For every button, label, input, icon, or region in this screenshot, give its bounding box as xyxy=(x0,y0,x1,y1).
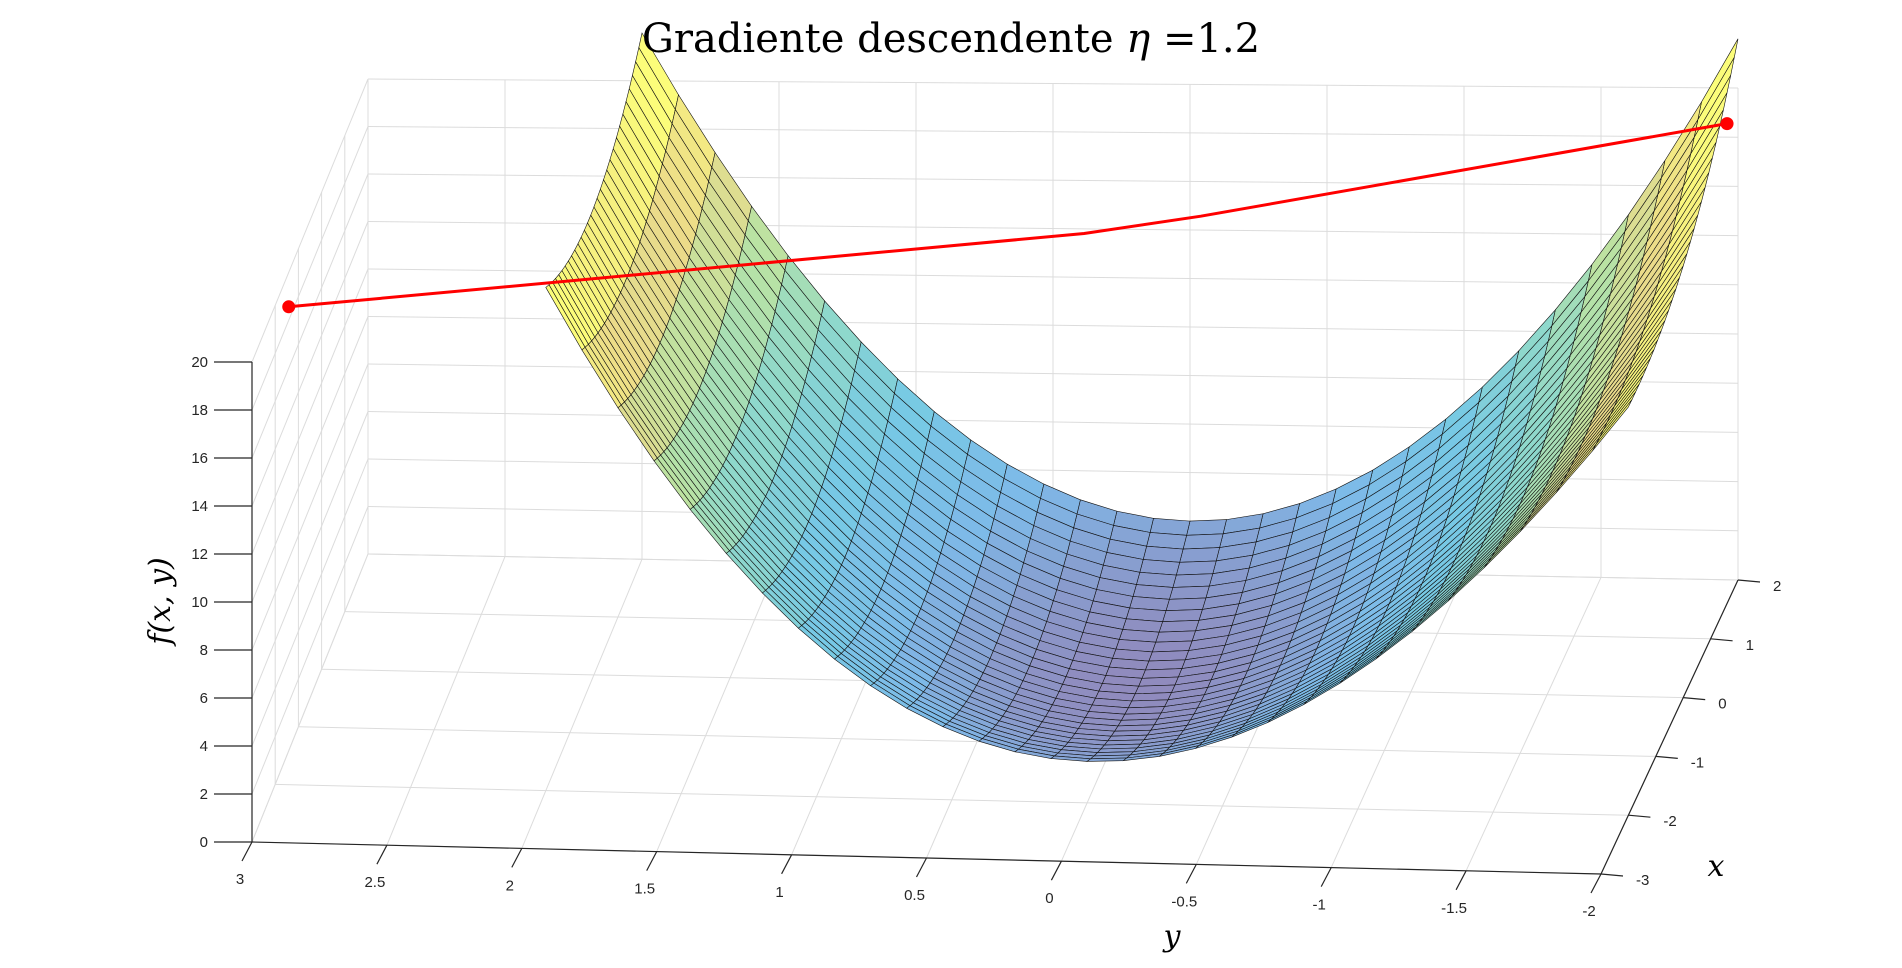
surface-patch xyxy=(1148,650,1190,662)
grid-floor-y xyxy=(656,561,780,852)
z-tick-label: 12 xyxy=(191,546,208,563)
grid-side-z xyxy=(251,126,369,411)
surface-layer xyxy=(545,32,1739,762)
x-axis-tick xyxy=(1655,755,1678,759)
z-axis-label: f(x, y) xyxy=(143,557,178,646)
y-axis-tick xyxy=(1050,860,1062,881)
x-axis-line xyxy=(1600,579,1739,875)
grid-floor-x xyxy=(275,783,1629,816)
grid-side-z xyxy=(251,458,369,747)
y-tick-label: 3 xyxy=(236,871,244,888)
y-tick-label: -2 xyxy=(1582,903,1595,920)
grid-side-z xyxy=(251,363,369,651)
x-tick-label: -1 xyxy=(1691,754,1704,771)
surface-patch xyxy=(1168,585,1210,600)
surface-patch xyxy=(1155,630,1196,643)
x-tick-label: 0 xyxy=(1718,696,1726,713)
y-axis-tick xyxy=(511,848,523,868)
tick-label-layer: 3 2.5 2 1.5 1 0.5 0 -0.5 -1 -1.5 -2210-1-2-3024681… xyxy=(191,354,1781,920)
grid-floor-y xyxy=(1330,574,1465,868)
x-axis-tick xyxy=(1737,579,1761,583)
z-tick-label: 0 xyxy=(200,834,208,851)
y-axis-tick xyxy=(1320,867,1332,887)
grid-side-z xyxy=(251,411,369,699)
grid-side-z xyxy=(251,78,369,363)
z-tick-label: 8 xyxy=(200,642,208,659)
surface-patch xyxy=(1158,619,1200,633)
grid-floor-y xyxy=(251,553,369,843)
surface-patch xyxy=(1144,659,1186,671)
y-axis-tick xyxy=(646,851,658,871)
grid-side-z xyxy=(251,268,369,555)
surface-patch xyxy=(1182,533,1224,550)
x-tick-label: 2 xyxy=(1773,578,1781,595)
surface-patch xyxy=(1151,640,1193,653)
y-tick-label: 0.5 xyxy=(904,887,925,904)
z-tick-label: 14 xyxy=(191,498,208,515)
surface-patch xyxy=(1172,573,1214,588)
axis-layer xyxy=(214,361,1761,894)
grid-back-z xyxy=(367,126,1739,138)
grid-side-z xyxy=(251,316,369,603)
descent-path-line xyxy=(288,122,1728,309)
y-tick-label: -1.5 xyxy=(1441,900,1467,917)
surface-patch xyxy=(1086,757,1128,762)
y-axis-label: y xyxy=(1162,919,1182,954)
y-axis-tick xyxy=(241,841,253,862)
z-tick-label: 10 xyxy=(191,594,208,611)
x-axis-label: x xyxy=(1708,849,1725,884)
grid-side-z xyxy=(251,506,369,795)
x-tick-label: 1 xyxy=(1746,637,1754,654)
x-axis-tick xyxy=(1710,638,1733,642)
x-axis-tick xyxy=(1600,873,1624,877)
grid-side-z xyxy=(251,173,369,459)
grid-back-z xyxy=(367,173,1739,187)
y-axis-tick xyxy=(915,857,928,878)
grid-side-z xyxy=(251,221,369,507)
grid-floor-y xyxy=(1465,577,1602,872)
y-tick-label: -1 xyxy=(1313,897,1326,914)
surface-patch xyxy=(1179,547,1220,563)
x-tick-label: -2 xyxy=(1663,813,1676,830)
y-axis-tick xyxy=(1185,864,1197,884)
y-tick-label: 1 xyxy=(775,884,783,901)
grid-floor-y xyxy=(521,559,643,849)
z-tick-label: 4 xyxy=(200,738,208,755)
y-tick-label: 2 xyxy=(506,877,514,894)
x-axis-tick xyxy=(1683,697,1706,701)
z-tick-label: 16 xyxy=(191,450,208,467)
surface-patch xyxy=(942,723,983,742)
title-value: =1.2 xyxy=(1163,16,1260,62)
y-tick-label: -0.5 xyxy=(1171,893,1197,910)
descent-path-marker xyxy=(282,300,296,314)
surface-patch xyxy=(1175,560,1217,576)
x-axis-tick xyxy=(1628,814,1651,818)
title-text: Gradiente descendente xyxy=(642,16,1114,62)
x-tick-label: -3 xyxy=(1636,872,1649,889)
z-tick-label: 18 xyxy=(191,402,208,419)
z-tick-label: 2 xyxy=(200,786,208,803)
y-tick-label: 0 xyxy=(1045,890,1053,907)
grid-back-z xyxy=(367,78,1739,89)
title-symbol: η xyxy=(1126,16,1150,62)
surface-patch xyxy=(1162,609,1203,623)
y-axis-tick xyxy=(1590,873,1602,894)
y-axis-tick xyxy=(781,854,793,875)
grid-floor-y xyxy=(386,556,506,846)
surface-patch xyxy=(1165,597,1207,612)
grid-floor-x xyxy=(298,726,1656,757)
chart-title: Gradiente descendente η =1.2 xyxy=(642,16,1260,62)
y-axis-tick xyxy=(376,844,388,865)
z-tick-label: 20 xyxy=(191,354,208,371)
y-tick-label: 1.5 xyxy=(634,881,655,898)
descent-path-layer xyxy=(282,117,1734,314)
descent-path-marker xyxy=(1720,117,1734,131)
z-tick-label: 6 xyxy=(200,690,208,707)
y-axis-tick xyxy=(1455,870,1467,891)
y-tick-label: 2.5 xyxy=(364,874,385,891)
surface-patch xyxy=(1186,519,1227,536)
